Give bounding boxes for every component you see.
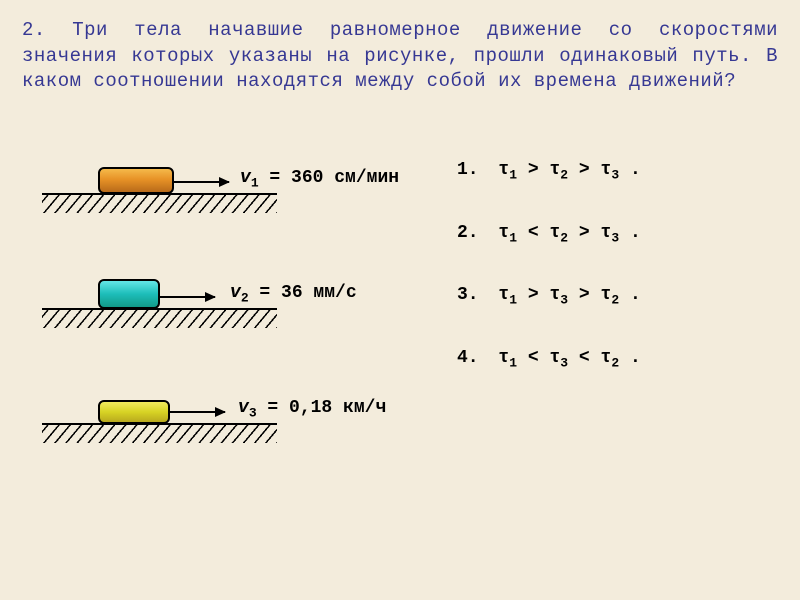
answer-option-2: 2. τ1 < τ2 > τ3 . — [457, 223, 778, 246]
answer-option-1: 1. τ1 > τ2 > τ3 . — [457, 160, 778, 183]
question-text: 2. Три тела начавшие равномерное движени… — [22, 18, 778, 95]
diagram-3: v3 = 0,18 км/ч — [42, 385, 402, 455]
ground-1 — [42, 193, 277, 215]
block-1 — [98, 167, 174, 194]
diagrams-column: v1 = 360 см/мин v2 = 36 мм/с v3 = 0,18 к… — [22, 155, 402, 455]
velocity-arrow-2 — [160, 296, 215, 298]
answers-column: 1. τ1 > τ2 > τ3 . 2. τ1 < τ2 > τ3 . 3. τ… — [422, 155, 778, 455]
answer-option-3: 3. τ1 > τ3 > τ2 . — [457, 285, 778, 308]
velocity-label-3: v3 = 0,18 км/ч — [238, 398, 386, 421]
ground-3 — [42, 423, 277, 445]
diagram-1: v1 = 360 см/мин — [42, 155, 402, 225]
velocity-arrow-1 — [174, 181, 229, 183]
block-2 — [98, 279, 160, 309]
content-row: v1 = 360 см/мин v2 = 36 мм/с v3 = 0,18 к… — [22, 155, 778, 455]
answer-option-4: 4. τ1 < τ3 < τ2 . — [457, 348, 778, 371]
block-3 — [98, 400, 170, 424]
ground-2 — [42, 308, 277, 330]
velocity-label-1: v1 = 360 см/мин — [240, 168, 399, 191]
velocity-label-2: v2 = 36 мм/с — [230, 283, 357, 306]
diagram-2: v2 = 36 мм/с — [42, 270, 402, 340]
velocity-arrow-3 — [170, 411, 225, 413]
